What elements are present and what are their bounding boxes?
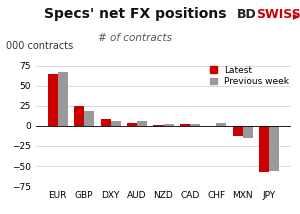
Bar <box>233 126 243 135</box>
Bar <box>269 126 279 171</box>
Bar <box>243 126 253 138</box>
Bar <box>111 121 121 126</box>
Bar <box>180 124 190 126</box>
Bar <box>74 106 84 126</box>
Text: Specs' net FX positions: Specs' net FX positions <box>44 7 226 21</box>
Bar <box>58 72 68 126</box>
Text: SWISS: SWISS <box>256 8 300 21</box>
Legend: Latest, Previous week: Latest, Previous week <box>211 66 289 86</box>
Bar <box>153 125 164 126</box>
Text: ▶: ▶ <box>293 12 300 21</box>
Bar <box>137 121 147 126</box>
Text: BD: BD <box>237 8 257 21</box>
Bar <box>216 123 226 126</box>
Bar <box>259 126 269 172</box>
Bar <box>164 124 174 126</box>
Text: # of contracts: # of contracts <box>98 33 172 43</box>
Bar <box>84 111 94 126</box>
Bar <box>48 74 58 126</box>
Text: 000 contracts: 000 contracts <box>6 41 73 51</box>
Bar <box>100 119 111 126</box>
Bar <box>127 123 137 126</box>
Bar <box>190 124 200 126</box>
